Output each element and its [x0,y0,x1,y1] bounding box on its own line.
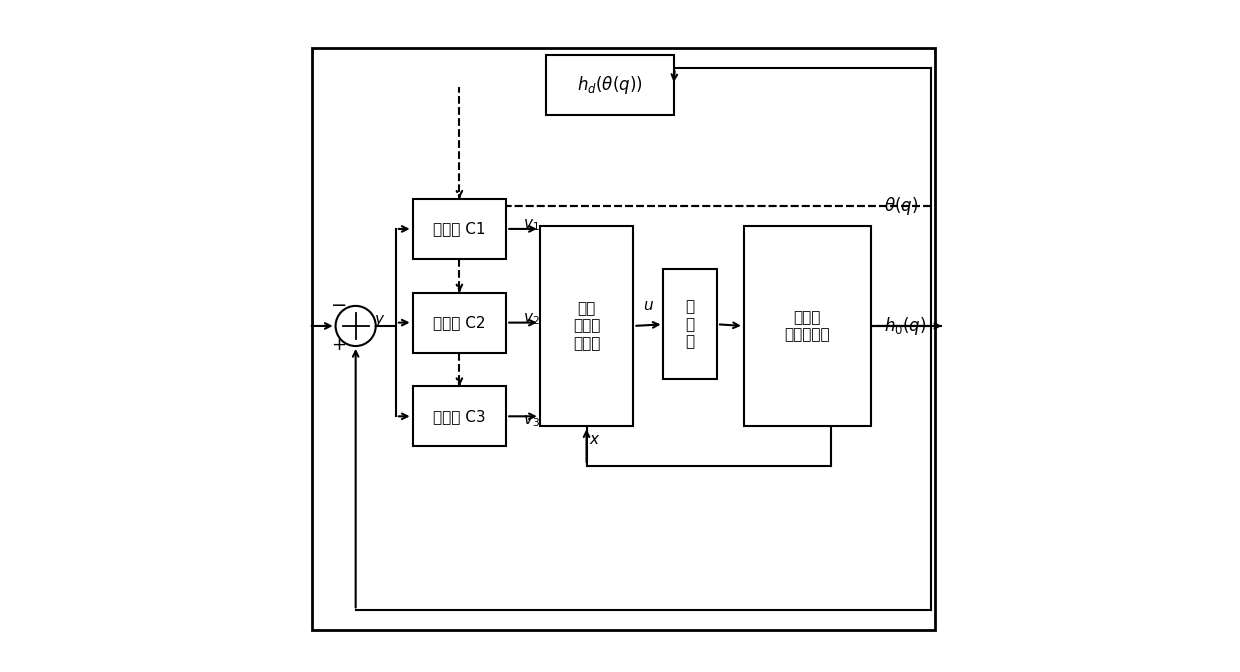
Bar [547,55,673,115]
Text: $h_0(q)$: $h_0(q)$ [884,315,928,337]
Bar [663,269,717,380]
Bar [312,48,935,630]
Text: +: + [331,336,346,353]
Text: 驱
动
器: 驱 动 器 [686,300,694,349]
Bar [539,226,634,426]
Text: 控制器 C1: 控制器 C1 [433,222,486,237]
Text: $h_d(\theta(q))$: $h_d(\theta(q))$ [577,74,642,96]
Text: u: u [644,298,653,313]
Text: $v_1$: $v_1$ [523,218,539,233]
Text: −: − [331,296,347,315]
Text: $\theta(q)$: $\theta(q)$ [884,194,919,216]
Bar [413,292,506,353]
Text: y: y [374,312,383,327]
Text: x: x [590,432,599,448]
Text: 欠驱动
两足机器人: 欠驱动 两足机器人 [785,310,831,342]
Bar [744,226,870,426]
Text: $v_3$: $v_3$ [523,413,539,429]
Text: 控制器 C3: 控制器 C3 [433,409,486,424]
Text: 控制器 C2: 控制器 C2 [433,315,486,330]
Bar [413,386,506,446]
Circle shape [336,306,376,346]
Bar [413,199,506,259]
Text: $v_2$: $v_2$ [523,311,539,327]
Text: 反馈
线性化
控制器: 反馈 线性化 控制器 [573,301,600,351]
